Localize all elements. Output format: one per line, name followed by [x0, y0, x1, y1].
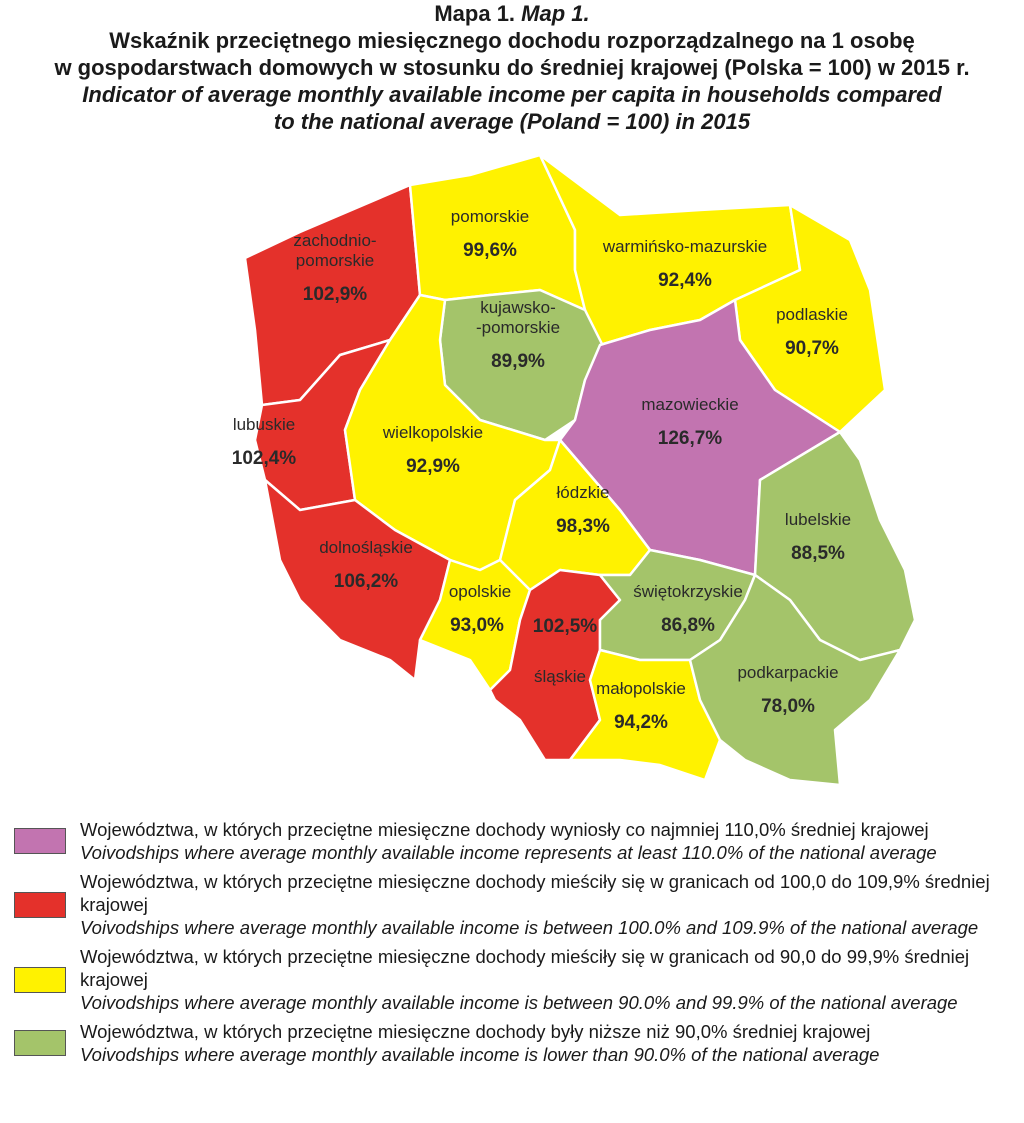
region-label: małopolskie 94,2%: [596, 679, 686, 733]
region-label: mazowieckie 126,7%: [641, 395, 738, 449]
title-line: w gospodarstwach domowych w stosunku do …: [54, 55, 970, 80]
region-value: 93,0%: [450, 615, 504, 636]
region: [568, 648, 722, 782]
region-value: 99,6%: [463, 240, 517, 261]
region-label: lubuskie 102,4%: [232, 415, 297, 469]
legend-swatch: [14, 828, 66, 854]
region-name: -pomorskie: [476, 318, 560, 337]
legend-text: Voivodships where average monthly availa…: [80, 1044, 880, 1065]
region-value: 102,4%: [232, 448, 297, 469]
region-name: podlaskie: [776, 305, 848, 324]
region-value: 92,4%: [658, 270, 712, 291]
title-line: Mapa 1. Map 1.: [0, 0, 1024, 27]
legend-item: Województwa, w których przeciętne miesię…: [0, 945, 1024, 1014]
region-name: małopolskie: [596, 679, 686, 698]
map-number: Mapa 1.: [434, 1, 516, 26]
region-value: 90,7%: [785, 338, 839, 359]
legend-text: Województwa, w których przeciętne miesię…: [80, 871, 990, 915]
map: zachodnio-pomorskie 102,9% pomorskie 99,6% w…: [232, 153, 917, 787]
region-label: kujawsko--pomorskie 89,9%: [476, 298, 560, 372]
region-label: wielkopolskie 92,9%: [382, 423, 483, 477]
region-name: śląskie: [534, 667, 586, 686]
legend-text: Województwa, w których przeciętne miesię…: [80, 946, 970, 990]
legend-text: Voivodships where average monthly availa…: [80, 842, 937, 863]
region-label: lubelskie 88,5%: [785, 510, 851, 564]
legend-swatch: [14, 891, 66, 918]
region-label: dolnośląskie 106,2%: [319, 538, 413, 592]
region-label: śląskie 102,5%: [533, 616, 598, 686]
legend-text: Voivodships where average monthly availa…: [80, 992, 958, 1013]
region-name: dolnośląskie: [319, 538, 413, 557]
region-name: pomorskie: [451, 207, 529, 226]
region-label: zachodnio-pomorskie 102,9%: [293, 231, 376, 305]
region-name: wielkopolskie: [382, 423, 483, 442]
region-name: łódzkie: [557, 483, 610, 502]
map-number: Map 1.: [521, 1, 590, 26]
region-value: 102,9%: [303, 284, 368, 305]
region-name: zachodnio-: [293, 231, 376, 250]
region-value: 106,2%: [334, 571, 399, 592]
region-value: 98,3%: [556, 516, 610, 537]
region-name: lubuskie: [233, 415, 295, 434]
title-line: Wskaźnik przeciętnego miesięcznego docho…: [109, 28, 915, 53]
region-label: opolskie 93,0%: [449, 582, 511, 636]
region-value: 102,5%: [533, 616, 598, 637]
title-line: to the national average (Poland = 100) i…: [273, 109, 751, 134]
region-name: świętokrzyskie: [633, 582, 743, 601]
legend-swatch: [14, 966, 66, 993]
legend-text: Voivodships where average monthly availa…: [80, 917, 979, 938]
legend-text: Województwa, w których przeciętne miesię…: [80, 1021, 871, 1042]
region-value: 78,0%: [761, 696, 815, 717]
legend-item: Województwa, w których przeciętne miesię…: [0, 870, 1024, 939]
legend-text: Województwa, w których przeciętne miesię…: [80, 819, 929, 840]
region-label: łódzkie 98,3%: [556, 483, 610, 537]
region-value: 88,5%: [791, 543, 845, 564]
region-label: pomorskie 99,6%: [451, 207, 529, 261]
region-label: warmińsko-mazurskie 92,4%: [602, 237, 767, 291]
region-value: 126,7%: [658, 428, 723, 449]
legend-swatch: [14, 1030, 66, 1056]
region-name: lubelskie: [785, 510, 851, 529]
legend-item: Województwa, w których przeciętne miesię…: [0, 818, 1024, 864]
legend: Województwa, w których przeciętne miesię…: [0, 818, 1024, 1072]
region-label: podlaskie 90,7%: [776, 305, 848, 359]
region-name: pomorskie: [296, 251, 374, 270]
region-name: warmińsko-mazurskie: [602, 237, 767, 256]
region-name: opolskie: [449, 582, 511, 601]
region-value: 86,8%: [661, 615, 715, 636]
region-value: 94,2%: [614, 712, 668, 733]
region-name: kujawsko-: [480, 298, 556, 317]
legend-item: Województwa, w których przeciętne miesię…: [0, 1020, 1024, 1066]
region-value: 89,9%: [491, 351, 545, 372]
title-line: Indicator of average monthly available i…: [82, 82, 942, 107]
region-label: podkarpackie 78,0%: [737, 663, 838, 717]
region: [688, 573, 902, 787]
region-value: 92,9%: [406, 456, 460, 477]
region-name: mazowieckie: [641, 395, 738, 414]
region-label: świętokrzyskie 86,8%: [633, 582, 743, 636]
title: Mapa 1. Map 1. Wskaźnik przeciętnego mie…: [0, 0, 1024, 135]
region-name: podkarpackie: [737, 663, 838, 682]
